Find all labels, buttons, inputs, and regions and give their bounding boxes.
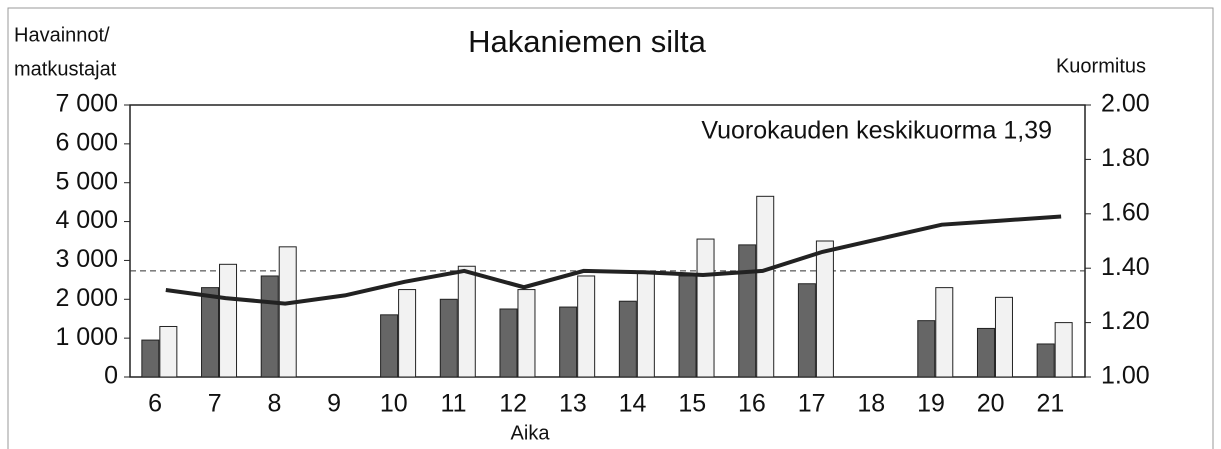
bar [994,296,1013,378]
x-tick-label: 17 [798,390,826,418]
bar [797,283,816,378]
x-tick-label: 7 [208,390,222,418]
x-tick-label: 19 [917,390,945,418]
y-tick-label: 0 [104,362,118,390]
x-tick-label: 11 [441,390,467,418]
bar [457,265,476,378]
y-tick-label: 6 000 [55,128,118,156]
line [165,214,1062,306]
x-tick-label: 14 [619,390,647,418]
bar [159,325,178,378]
x-tick-label: 6 [148,390,162,418]
x-tick-label: 12 [499,390,527,418]
y2-tick-label: 1.20 [1101,307,1150,335]
y-tick-label: 5 000 [55,167,118,195]
y2-tick-label: 1.00 [1101,362,1150,390]
bar [398,289,417,378]
chart-title: Hakaniemen silta [468,24,707,59]
x-tick-label: 9 [327,390,341,418]
bar [219,263,238,378]
y-tick-label: 4 000 [55,206,118,234]
frame [7,7,1214,449]
y2-tick-label: 1.80 [1101,144,1150,172]
x-axis-label: Aika [511,422,551,444]
bar [756,195,775,378]
x-tick-label: 21 [1036,390,1064,418]
bar [618,300,637,378]
annotation: Vuorokauden keskikuorma 1,39 [701,117,1052,145]
bar [696,238,715,378]
bar [917,320,936,378]
bar [517,289,536,378]
bar [141,339,160,378]
bar [499,308,518,378]
bar [278,246,297,378]
y-tick-label: 3 000 [55,245,118,273]
bar [976,327,995,378]
bar [439,298,458,378]
bar [559,306,578,378]
y-tick-label: 7 000 [55,90,118,118]
x-tick-label: 20 [977,390,1005,418]
x-tick-label: 8 [267,390,281,418]
bar [678,275,697,378]
bar [1036,343,1055,378]
bar [636,271,655,378]
y-axis-label: Havainnot/ [14,24,110,46]
y2-tick-label: 1.40 [1101,253,1150,281]
bar [201,287,220,378]
bar [577,275,596,378]
x-tick-label: 18 [857,390,885,418]
y-tick-label: 2 000 [55,284,118,312]
y2-axis-label: Kuormitus [1056,55,1146,77]
bar [738,244,757,378]
plot-area [129,104,1086,378]
bar [935,287,954,378]
bar [815,240,834,378]
x-tick-label: 10 [380,390,408,418]
bar [380,314,399,378]
y-tick-label: 1 000 [55,323,118,351]
x-tick-label: 13 [559,390,587,418]
y2-tick-label: 1.60 [1101,198,1150,226]
x-tick-label: 15 [678,390,706,418]
bar [260,275,279,378]
x-tick-label: 16 [738,390,766,418]
bar [1054,322,1073,378]
y-axis-label: matkustajat [14,58,117,80]
y2-tick-label: 2.00 [1101,90,1150,118]
